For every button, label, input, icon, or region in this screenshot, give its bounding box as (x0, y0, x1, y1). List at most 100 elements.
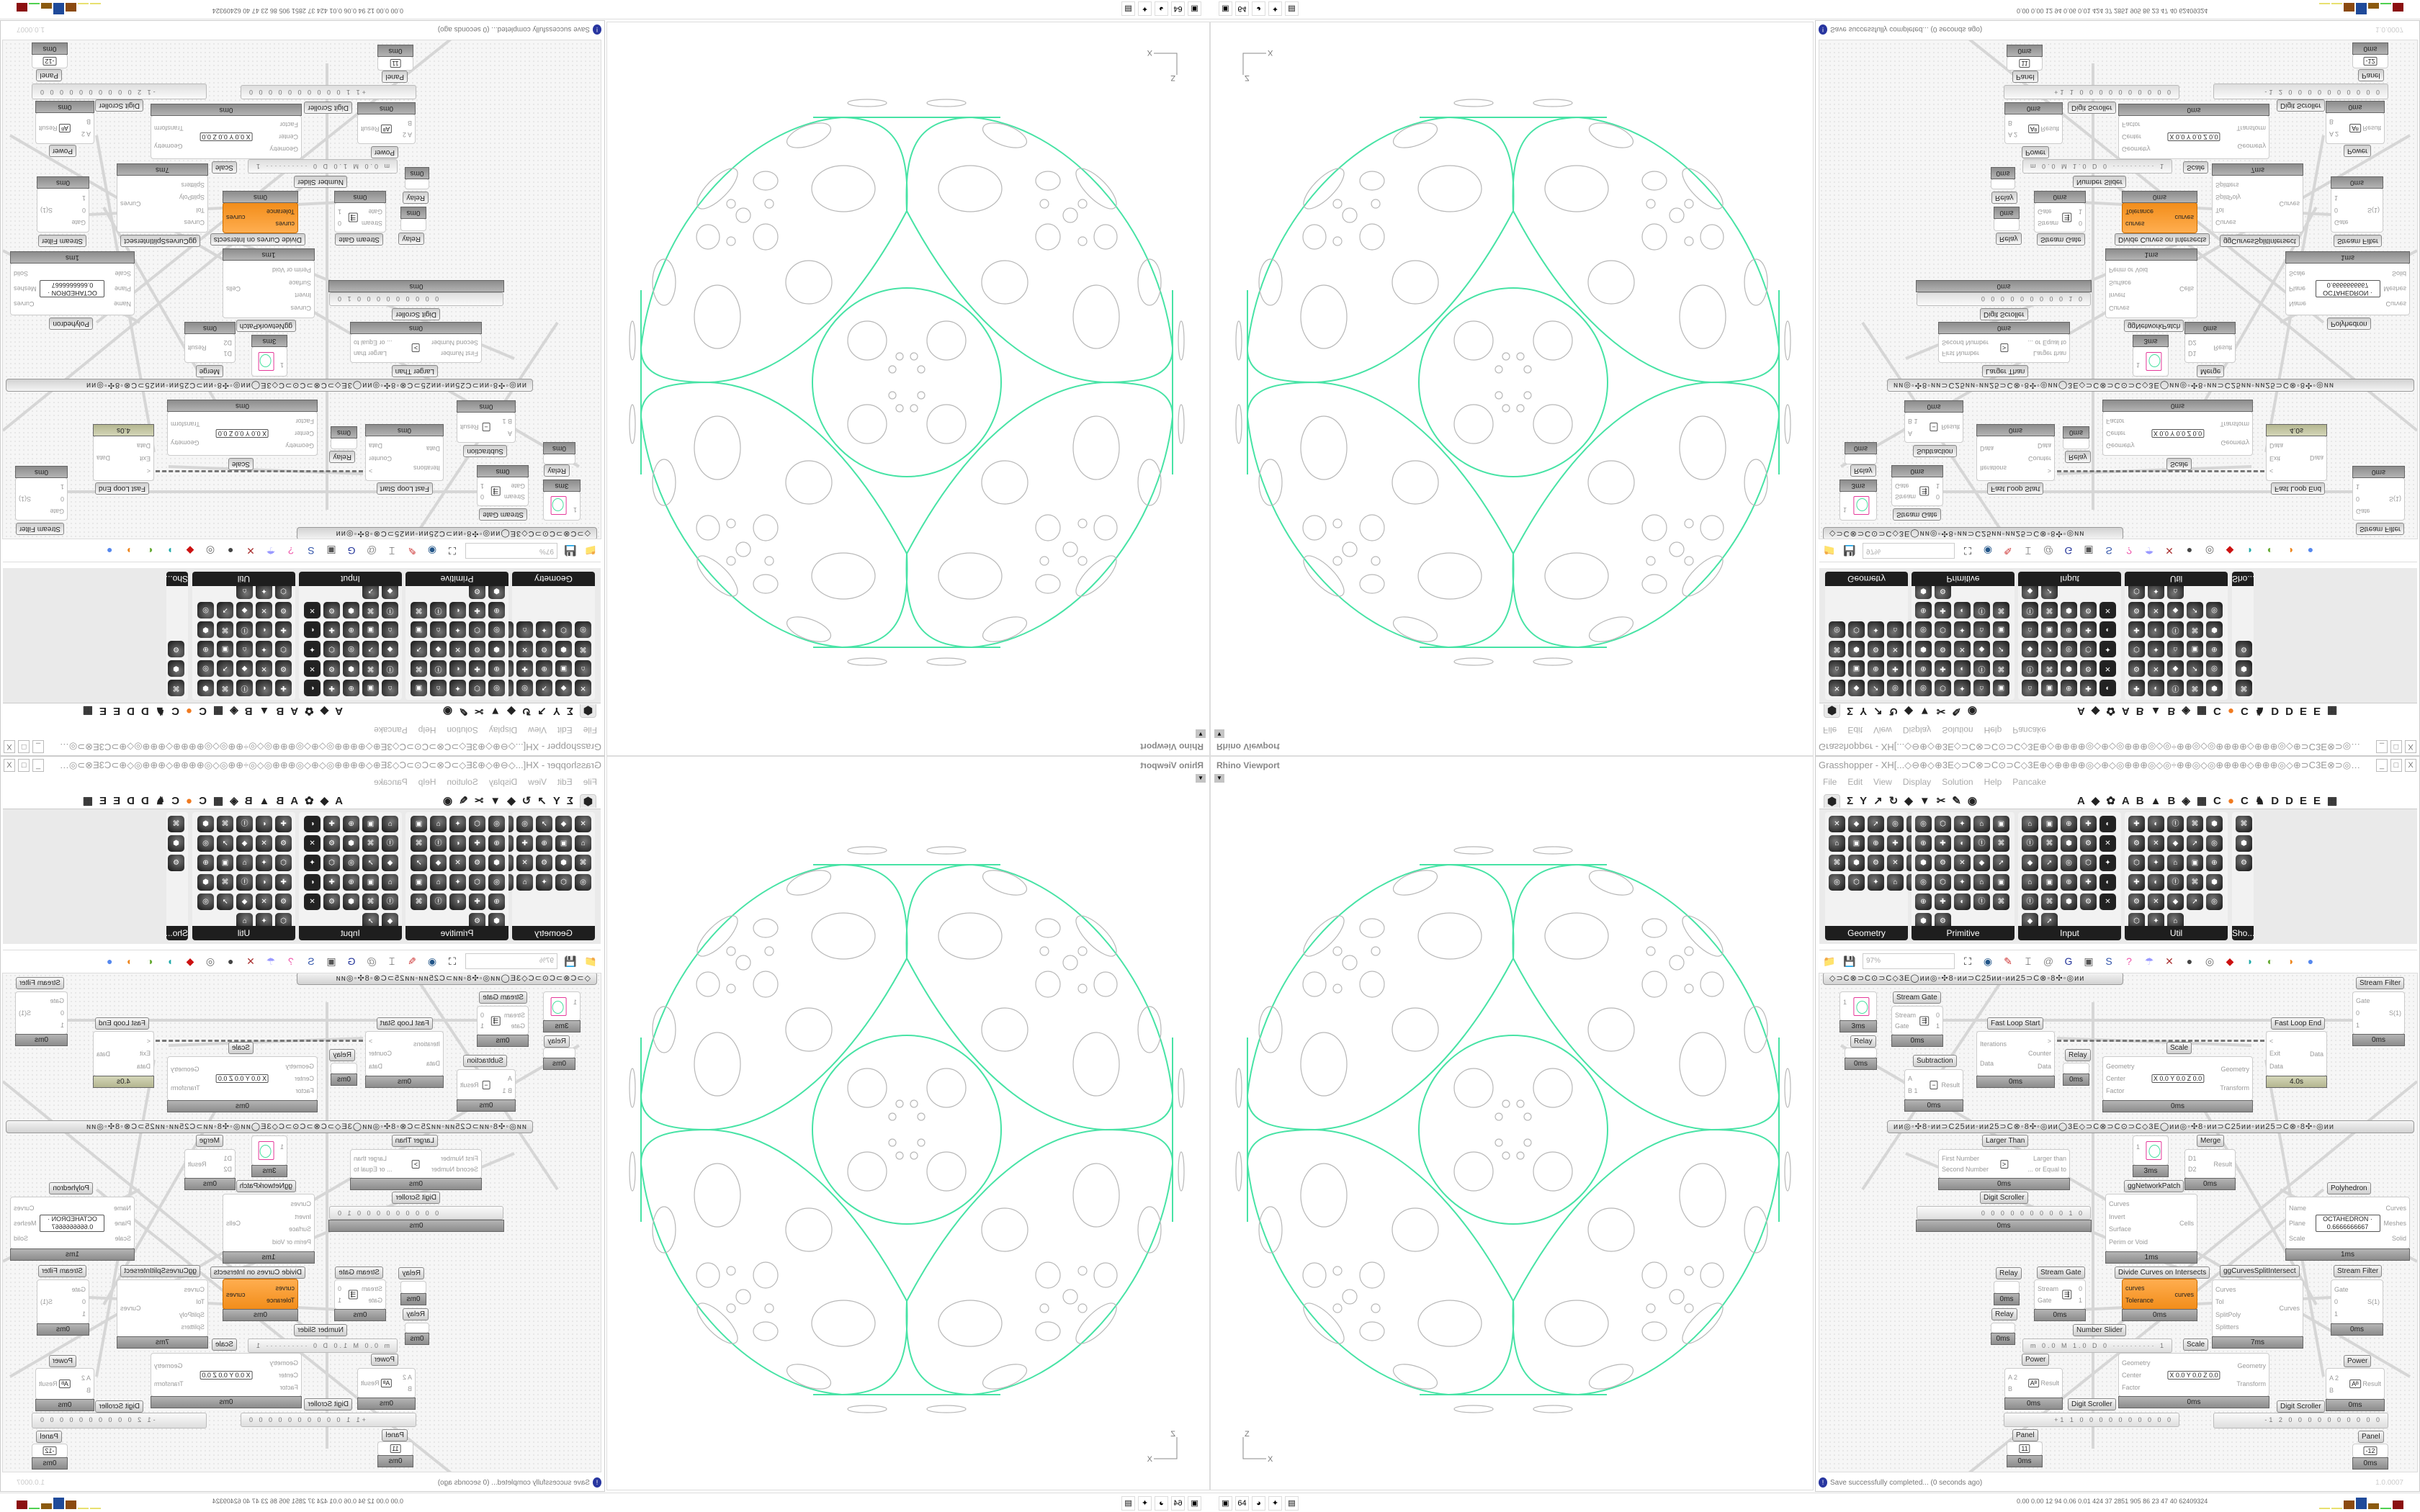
tab-icon[interactable]: D (127, 794, 135, 807)
input-param[interactable]: Geometry (269, 1359, 298, 1367)
tab-icon[interactable]: ♞ (2254, 705, 2265, 717)
input-param[interactable]: < (146, 467, 151, 475)
component[interactable]: D1 D2 Result 0ms (184, 1149, 236, 1190)
component-icon[interactable]: ✚ (1935, 660, 1951, 677)
output-param[interactable]: Geometry (154, 1362, 183, 1369)
component-icon[interactable]: ▣ (2041, 621, 2058, 638)
input-param[interactable]: Gate (1895, 1022, 1909, 1030)
menu-help[interactable]: Help (1984, 725, 2002, 735)
component-name-tag[interactable]: Stream Gate (2037, 233, 2085, 246)
component-icon[interactable]: ✦ (1954, 680, 1971, 696)
tab-icon[interactable]: D (127, 705, 135, 718)
component-icon[interactable]: ✚ (1935, 835, 1951, 852)
component-icon[interactable]: ✕ (304, 835, 321, 852)
tab-icon[interactable]: ● (2227, 705, 2234, 718)
toolbar-icon[interactable]: ⌶ (2025, 955, 2032, 967)
component-icon[interactable]: ◐ (304, 816, 321, 832)
input-param[interactable]: Splitters (2215, 1323, 2239, 1331)
component[interactable]: 0ms (400, 207, 426, 231)
component[interactable]: Geometry Center Factor Geometry Transform X 0… (2118, 104, 2269, 159)
component-icon[interactable]: Ⓘ (2167, 680, 2184, 696)
toolbar-icon[interactable]: ◑ (126, 955, 133, 967)
component-icon[interactable]: ➚ (362, 641, 379, 657)
component-icon[interactable]: ⬡ (275, 641, 292, 657)
component-icon[interactable]: Ⓘ (1973, 835, 1990, 852)
input-param[interactable]: Tol (196, 1298, 205, 1306)
component-icon[interactable]: ◎ (1915, 816, 1932, 832)
component-icon[interactable]: ⌂ (430, 874, 447, 891)
component-icon[interactable]: ⬢ (2061, 660, 2077, 677)
tab-icon[interactable]: Y (1860, 705, 1868, 718)
component-icon[interactable]: ◎ (2206, 835, 2223, 852)
output-param[interactable]: Solid (14, 1234, 29, 1242)
tab-icon[interactable]: ▦ (212, 795, 224, 807)
component-icon[interactable]: ⌘ (575, 855, 591, 871)
input-param[interactable]: Gate (2038, 1297, 2052, 1304)
menu-edit[interactable]: Edit (1847, 777, 1863, 787)
component-icon[interactable]: ⚙ (275, 602, 292, 618)
output-param[interactable]: Larger than (2033, 350, 2066, 358)
tab-icon[interactable]: ✿ (305, 795, 314, 807)
input-param[interactable]: B (2329, 118, 2334, 126)
taskbar-app-icon[interactable]: ◕ (1155, 1496, 1168, 1511)
component[interactable]: Iterations Data > Counter Data 0ms (1976, 424, 2055, 481)
component[interactable]: Gate 0 1 S(1) 0ms (2352, 991, 2405, 1046)
output-param[interactable]: Meshes (14, 1219, 37, 1227)
input-param[interactable]: Data (1980, 1059, 1994, 1067)
taskbar-app-icon[interactable]: 64 (1171, 1, 1185, 16)
input-param[interactable]: Tolerance (266, 1296, 295, 1304)
zoom-field[interactable]: 97% (465, 953, 557, 969)
component-icon[interactable]: ⌂ (2022, 816, 2038, 832)
component-icon[interactable]: ⚙ (536, 641, 552, 657)
output-param[interactable]: S(1) (19, 1009, 32, 1017)
component[interactable]: Geometry Center Factor Geometry Transform X 0… (151, 1353, 302, 1408)
input-param[interactable]: B (407, 120, 412, 127)
tab-icon[interactable]: ▦ (2326, 795, 2338, 807)
component-icon[interactable]: ⌘ (575, 641, 591, 657)
tab-icon[interactable]: Y (552, 705, 560, 718)
input-param[interactable]: Data (136, 1063, 151, 1071)
toolbar-icon[interactable]: S (308, 545, 315, 557)
menu-solution[interactable]: Solution (447, 777, 478, 787)
component-icon[interactable]: Ⓘ (382, 602, 398, 618)
component-icon[interactable]: ◆ (236, 660, 253, 677)
taskbar-app-icon[interactable]: ▣ (1188, 1496, 1201, 1511)
toolbar-icon[interactable]: ● (227, 545, 234, 557)
toolbar-icon[interactable]: 📁 (584, 955, 597, 967)
digit-scroller[interactable]: -1 2 0 0 0 0 0 0 0 0 0 0 (2213, 1413, 2388, 1428)
component-icon[interactable]: ⚙ (1935, 641, 1951, 657)
tab-icon[interactable]: ◆ (1904, 705, 1913, 717)
component-name-tag[interactable]: Subtraction (463, 445, 507, 457)
close-button[interactable]: X (2405, 740, 2416, 753)
component[interactable]: 11 0ms (2007, 1441, 2043, 1467)
output-param[interactable]: > (369, 1037, 373, 1045)
component-icon[interactable]: ✚ (2128, 874, 2145, 891)
component-icon[interactable]: ⚙ (2080, 894, 2097, 910)
panel-label[interactable]: Util (192, 572, 295, 586)
tab-icon[interactable]: ✿ (2106, 705, 2115, 717)
input-param[interactable]: Name (113, 300, 131, 308)
input-param[interactable]: Tol (2215, 206, 2224, 214)
input-param[interactable]: Gate (50, 997, 64, 1005)
input-param[interactable]: Exit (139, 454, 151, 462)
input-param[interactable]: Stream (503, 1011, 525, 1019)
component-icon[interactable]: ⊕ (343, 680, 359, 696)
toolbar-icon[interactable]: ◉ (1983, 955, 1993, 967)
component-name-tag[interactable]: Divide Curves on Intersects (2115, 1266, 2210, 1279)
tab-icon[interactable]: A (335, 705, 344, 718)
input-param[interactable]: Surface (288, 1225, 311, 1233)
component[interactable]: 0ms (1994, 1281, 2020, 1305)
tab-icon[interactable]: ♞ (2254, 795, 2265, 807)
input-param[interactable]: Scale (2289, 1234, 2305, 1242)
component[interactable]: A 2 B Result Aᴮ 0ms (2326, 101, 2385, 144)
output-param[interactable]: Geometry (171, 439, 200, 446)
tab-icon[interactable]: ⬢ (1824, 793, 1841, 808)
component-icon[interactable]: ⊕ (2206, 855, 2223, 871)
component-icon[interactable]: ➚ (411, 855, 427, 871)
tab-icon[interactable]: C (2213, 705, 2221, 718)
component[interactable]: Name Plane Scale Curves Meshes Solid OCTAHEDRO… (2285, 1197, 2410, 1261)
component-name-tag[interactable]: Digit Scroller (2277, 99, 2325, 112)
component-icon[interactable]: ✦ (256, 641, 272, 657)
